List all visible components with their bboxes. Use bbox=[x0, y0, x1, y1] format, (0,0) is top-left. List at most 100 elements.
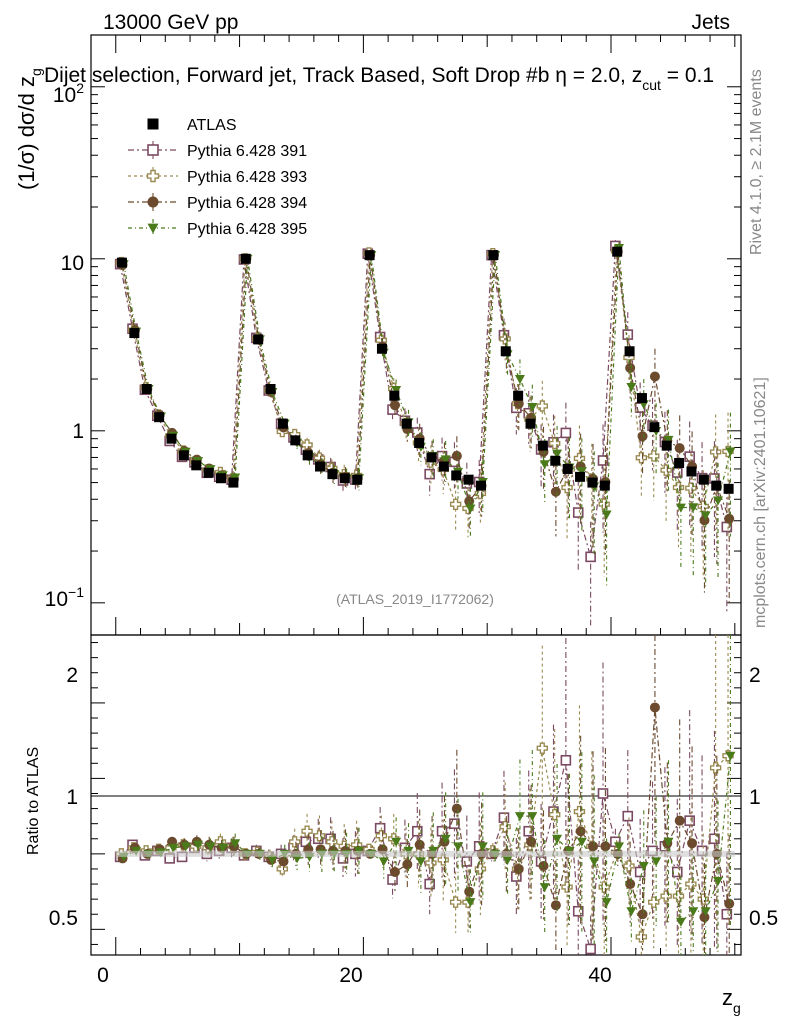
ratio-point bbox=[527, 812, 538, 822]
atlas-point bbox=[240, 253, 251, 264]
title-tail: = 0.1 bbox=[661, 64, 714, 87]
atlas-ratio-band bbox=[462, 850, 475, 857]
ratio-point bbox=[699, 912, 710, 923]
atlas-ratio-band bbox=[289, 850, 302, 857]
ratio-point bbox=[561, 881, 573, 893]
atlas-ratio-band bbox=[363, 850, 376, 857]
ratio-point bbox=[725, 751, 736, 761]
ratio-point bbox=[684, 815, 695, 826]
ratio-point bbox=[588, 841, 599, 852]
atlas-point bbox=[525, 418, 536, 429]
atlas-point bbox=[587, 477, 598, 488]
atlas-point bbox=[426, 452, 437, 463]
data-point bbox=[637, 431, 648, 442]
ratio-point bbox=[180, 842, 191, 852]
series-line-main bbox=[121, 251, 730, 523]
atlas-point bbox=[315, 461, 326, 472]
legend-label: Pythia 6.428 391 bbox=[187, 143, 307, 160]
atlas-ratio-band bbox=[561, 850, 574, 857]
atlas-ratio-band bbox=[313, 850, 327, 857]
ratio-point bbox=[168, 843, 179, 853]
x-tick-label-20: 20 bbox=[339, 964, 362, 987]
x-tick-label-0: 0 bbox=[97, 964, 109, 987]
data-point bbox=[449, 498, 462, 510]
atlas-ratio-band bbox=[586, 850, 599, 857]
atlas-point bbox=[463, 474, 474, 485]
legend-label: Pythia 6.428 394 bbox=[187, 195, 307, 212]
ratio-point bbox=[217, 843, 228, 853]
atlas-ratio-band bbox=[623, 850, 636, 857]
energy-label: 13000 GeV pp bbox=[103, 11, 238, 34]
ratio-point bbox=[600, 841, 611, 852]
ratio-point bbox=[709, 833, 720, 845]
ratio-point bbox=[414, 839, 425, 850]
ratio-point bbox=[391, 837, 402, 847]
atlas-point bbox=[438, 461, 449, 472]
atlas-point bbox=[191, 460, 202, 471]
ratio-point bbox=[663, 837, 674, 847]
atlas-point bbox=[711, 480, 722, 491]
ratio-point bbox=[415, 857, 426, 867]
atlas-ratio-band bbox=[140, 850, 153, 857]
data-point bbox=[464, 496, 475, 507]
ratio-point bbox=[514, 812, 525, 822]
series-line-main bbox=[123, 247, 732, 517]
atlas-point bbox=[401, 418, 412, 429]
atlas-ratio-band bbox=[425, 850, 438, 857]
data-point bbox=[513, 398, 524, 409]
process-label: Jets bbox=[691, 11, 730, 34]
ratio-point bbox=[526, 836, 537, 847]
data-point bbox=[539, 460, 550, 470]
ratio-point bbox=[205, 842, 216, 852]
ratio-point bbox=[724, 898, 735, 909]
data-point bbox=[451, 450, 462, 461]
atlas-point bbox=[612, 246, 623, 257]
ratio-point bbox=[560, 754, 572, 766]
legend-label: Pythia 6.428 393 bbox=[187, 169, 307, 186]
atlas-ratio-band bbox=[710, 850, 723, 857]
ratio-point bbox=[523, 825, 535, 837]
atlas-point bbox=[166, 433, 177, 444]
ratio-tick-label-0.5: 0.5 bbox=[49, 907, 78, 930]
series-atlas bbox=[115, 246, 735, 857]
atlas-ratio-band bbox=[648, 850, 661, 857]
data-point bbox=[663, 435, 674, 445]
atlas-point bbox=[178, 450, 189, 461]
ratio-point bbox=[538, 860, 549, 871]
ratio-point bbox=[378, 857, 389, 867]
ratio-point bbox=[671, 866, 683, 878]
atlas-point bbox=[674, 457, 685, 468]
ratio-point bbox=[687, 838, 698, 849]
ratio-tick-label-0.5-right: 0.5 bbox=[749, 907, 778, 930]
ratio-point bbox=[465, 898, 476, 908]
ratio-point bbox=[402, 859, 413, 870]
data-point bbox=[389, 400, 400, 411]
legend-marker bbox=[147, 118, 159, 130]
data-point bbox=[724, 513, 735, 524]
atlas-point bbox=[228, 477, 239, 488]
title-main: Dijet selection, Forward jet, Track Base… bbox=[44, 64, 549, 87]
atlas-point bbox=[451, 470, 462, 481]
title-eq: η = 2.0, z bbox=[555, 64, 642, 87]
atlas-point bbox=[550, 455, 561, 466]
y-tick-label-1: 1 bbox=[72, 420, 84, 443]
ratio-point bbox=[648, 896, 660, 908]
ratio-point bbox=[688, 907, 699, 917]
data-point bbox=[424, 468, 435, 480]
y-axis-label-ratio: Ratio to ATLAS bbox=[25, 747, 42, 855]
ratio-tick-label-2: 2 bbox=[66, 664, 78, 687]
atlas-point bbox=[129, 328, 140, 339]
ratio-point bbox=[638, 861, 649, 871]
data-point bbox=[561, 481, 573, 494]
axis-ticks bbox=[90, 34, 741, 955]
atlas-ratio-band bbox=[115, 850, 129, 857]
atlas-ratio-band bbox=[239, 850, 252, 857]
legend-marker bbox=[147, 196, 159, 208]
ratio-point bbox=[637, 909, 648, 920]
atlas-point bbox=[141, 384, 152, 395]
ratio-point bbox=[598, 881, 610, 893]
data-point bbox=[685, 482, 697, 494]
ratio-point bbox=[675, 917, 686, 927]
ratio-point bbox=[464, 886, 475, 897]
x-axis-label: zg bbox=[722, 985, 741, 1016]
